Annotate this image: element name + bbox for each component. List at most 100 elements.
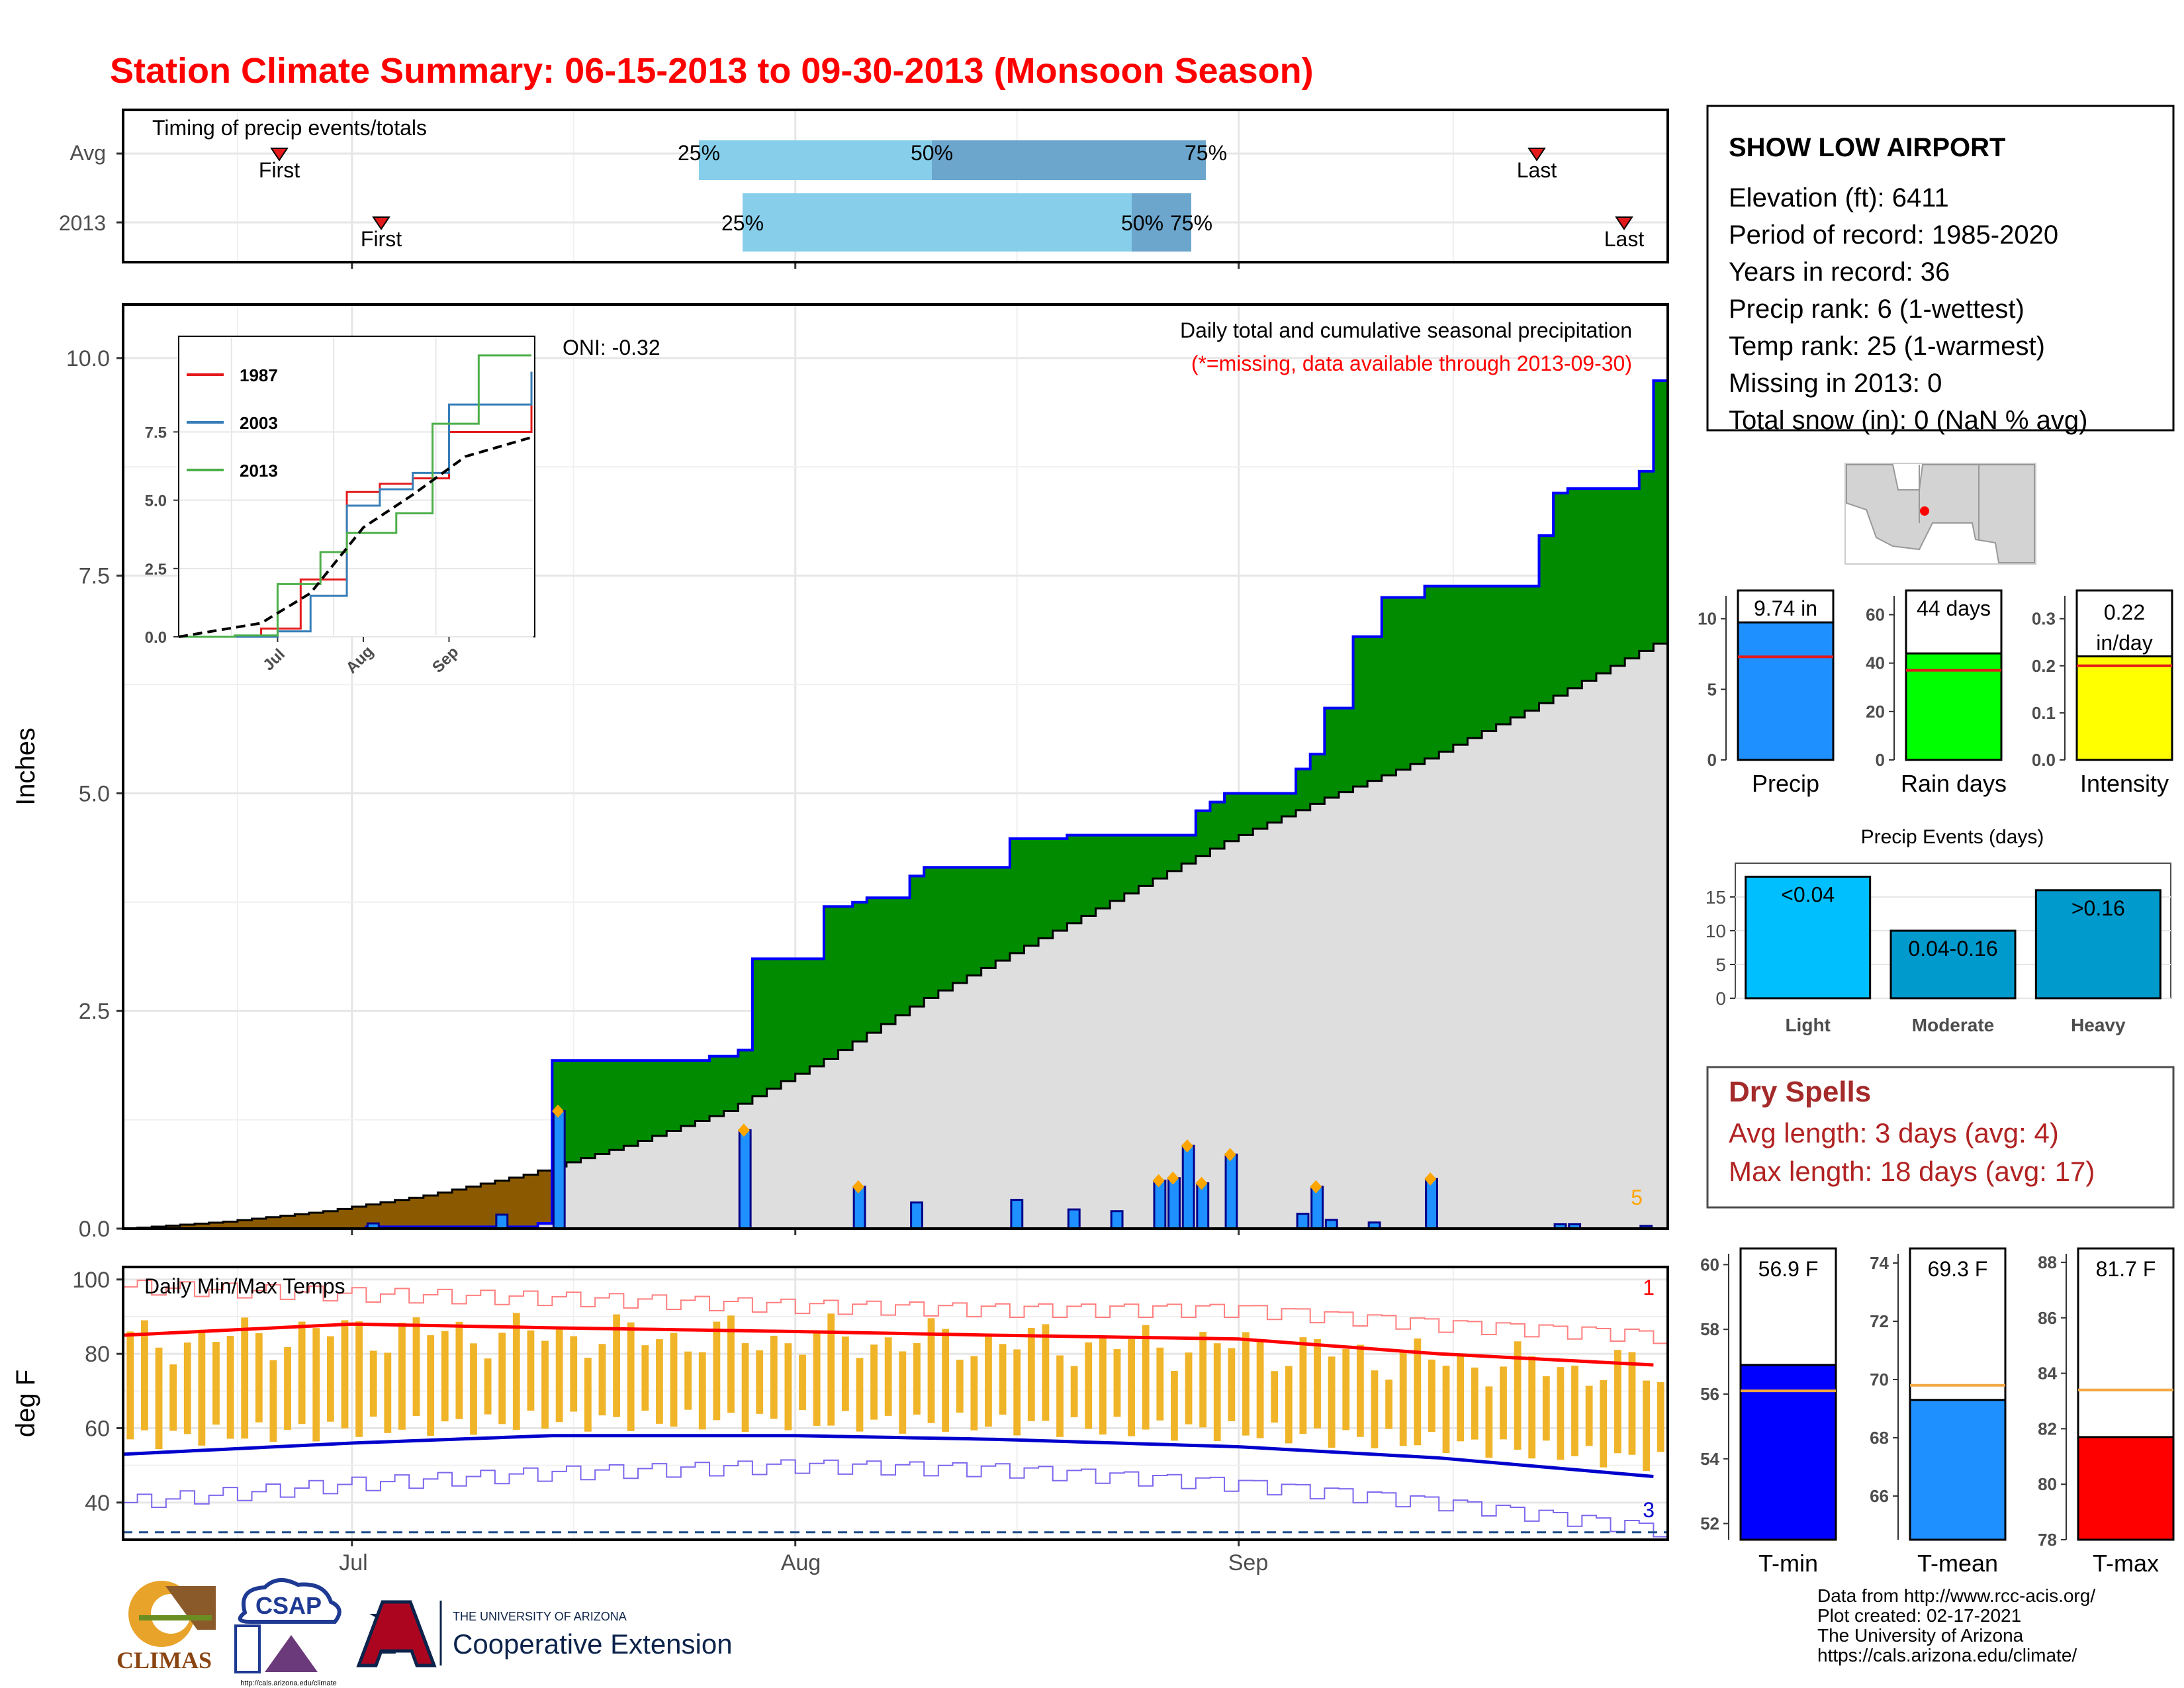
cumulative-deficit-fill (323, 1211, 338, 1229)
cumulative-surplus-fill (1625, 489, 1640, 659)
cumulative-common-fill (1296, 810, 1311, 1229)
cumulative-common-fill (1510, 717, 1525, 1229)
daily-temp-range-bar (684, 1351, 692, 1410)
cumulative-common-fill (838, 1050, 853, 1229)
daily-temp-range-bar (355, 1321, 363, 1437)
cumulative-common-fill (1639, 651, 1654, 1229)
cumulative-surplus-fill (1195, 810, 1211, 857)
timing-2013-first-marker (372, 216, 390, 230)
daily-temp-range-bar (613, 1314, 620, 1417)
tempbar-category-label: T-mean (1917, 1550, 1998, 1577)
events-category-label: Light (1785, 1015, 1830, 1035)
cumulative-surplus-fill (1238, 793, 1253, 835)
inset-line-2003 (179, 371, 533, 638)
cumulative-surplus-fill (709, 1056, 725, 1116)
timing-avg-first-label: First (259, 158, 300, 182)
daily-temp-range-bar (1314, 1339, 1321, 1429)
dry-spells-avg: Avg length: 3 days (avg: 4) (1729, 1117, 2059, 1149)
cumulative-common-fill (1038, 938, 1054, 1229)
inset-y-tick-label: 0.0 (145, 629, 167, 647)
cumulative-common-fill (723, 1111, 739, 1229)
heavy-event-marker (1181, 1139, 1193, 1153)
heavy-event-marker (737, 1123, 750, 1137)
cumulative-surplus-fill (1610, 489, 1625, 666)
daily-temp-range-bar (1528, 1356, 1536, 1459)
climas-logo: CLIMAS (116, 1581, 216, 1673)
cumulative-common-fill (666, 1131, 682, 1229)
cumulative-deficit-fill (237, 1220, 253, 1229)
cumulative-surplus-fill (652, 1060, 667, 1137)
timing-2013-50-75-bar (1132, 193, 1191, 252)
inset-lines (178, 354, 533, 638)
events-bar (2034, 889, 2161, 1000)
temps-y-tick-label: 80 (85, 1342, 110, 1367)
cumulative-surplus-fill (738, 1050, 753, 1104)
cumulative-common-fill (537, 1223, 553, 1229)
daily-temp-range-bar (541, 1340, 549, 1429)
daily-temp-range-bar (1385, 1380, 1392, 1429)
credits: Data from http://www.rcc-acis.org/ Plot … (1817, 1585, 2095, 1665)
minibar-category-label: Precip (1752, 770, 1819, 797)
inset-y-tick-label: 2.5 (145, 561, 167, 579)
credit-line-url: https://cals.arizona.edu/climate/ (1817, 1645, 2077, 1665)
daily-temp-range-bar (942, 1329, 950, 1432)
events-bar-label: 0.04-0.16 (1908, 937, 1997, 961)
cumulative-deficit-fill (280, 1215, 295, 1229)
cumulative-common-fill (1310, 804, 1325, 1229)
minibar-value-bar (1737, 621, 1835, 761)
cumulative-common-fill (1153, 878, 1168, 1229)
cumulative-surplus-fill (609, 1060, 624, 1150)
daily-temp-range-bar (1128, 1339, 1135, 1436)
daily-precip-bar (1310, 1186, 1324, 1230)
daily-temp-range-bar (412, 1317, 420, 1417)
temps-grid (124, 1268, 1666, 1540)
cumulative-common-fill (1467, 737, 1482, 1229)
minibar-tick-label: 0.3 (2032, 609, 2056, 629)
station-location-marker (1920, 506, 1929, 516)
cumulative-common-fill (795, 1074, 810, 1229)
csap-logo: CSAP http://cals.arizona.edu/climate (234, 1578, 341, 1687)
cumulative-surplus-fill (981, 867, 996, 968)
daily-temp-range-bar (698, 1352, 706, 1430)
cumulative-surplus-fill (1024, 838, 1039, 946)
cumulative-common-fill (638, 1141, 653, 1229)
cumulative-common-fill (809, 1066, 825, 1229)
cumulative-surplus-fill (1524, 586, 1540, 711)
daily-temp-range-bar (1056, 1355, 1064, 1437)
daily-temp-range-bar (1600, 1380, 1608, 1468)
timing-avg-25-50-bar (699, 140, 932, 180)
record-low-line (123, 1459, 1668, 1538)
daily-precip-bar (1010, 1199, 1024, 1230)
inset-y-tick-label: 5.0 (145, 492, 167, 510)
dry-spells-frame (1706, 1066, 2175, 1209)
minibar-value-bar (2075, 655, 2173, 761)
station-snow: Total snow (in): 0 (NaN % avg) (1729, 406, 2087, 435)
tempbar-tick-label: 80 (2038, 1474, 2057, 1494)
cumulative-surplus-fill (1467, 586, 1482, 738)
cumulative-surplus-fill (1153, 835, 1168, 879)
daily-temp-range-bar (584, 1358, 592, 1432)
cumulative-surplus-fill (752, 959, 768, 1096)
cumulative-common-fill (1224, 841, 1240, 1229)
daily-precip-bar (1110, 1210, 1124, 1230)
station-years: Years in record: 36 (1729, 258, 1950, 287)
cumulative-common-fill (1253, 828, 1268, 1229)
csap-url: http://cals.arizona.edu/climate (240, 1679, 337, 1687)
daily-temp-range-bar (384, 1352, 392, 1433)
daily-temp-range-bar (455, 1321, 463, 1419)
cumulative-surplus-fill (1052, 838, 1068, 931)
tempbar-category-label: T-min (1758, 1550, 1818, 1577)
inset-line-average (178, 436, 532, 638)
cumulative-common-fill (781, 1081, 796, 1229)
precip-y-tick-label: 5.0 (79, 781, 110, 806)
tempbar-value-bar (2077, 1436, 2175, 1541)
cumulative-deficit-fill (523, 1174, 539, 1227)
x-tick-jul: Jul (339, 1550, 367, 1575)
cumulative-surplus-fill (1482, 586, 1497, 731)
average-cumulative-line (123, 642, 1668, 1230)
timing-2013-last-label: Last (1604, 227, 1645, 251)
timing-2013-first-label: First (361, 227, 402, 251)
heavy-event-marker (1224, 1148, 1236, 1162)
daily-temp-range-bar (1042, 1324, 1050, 1421)
